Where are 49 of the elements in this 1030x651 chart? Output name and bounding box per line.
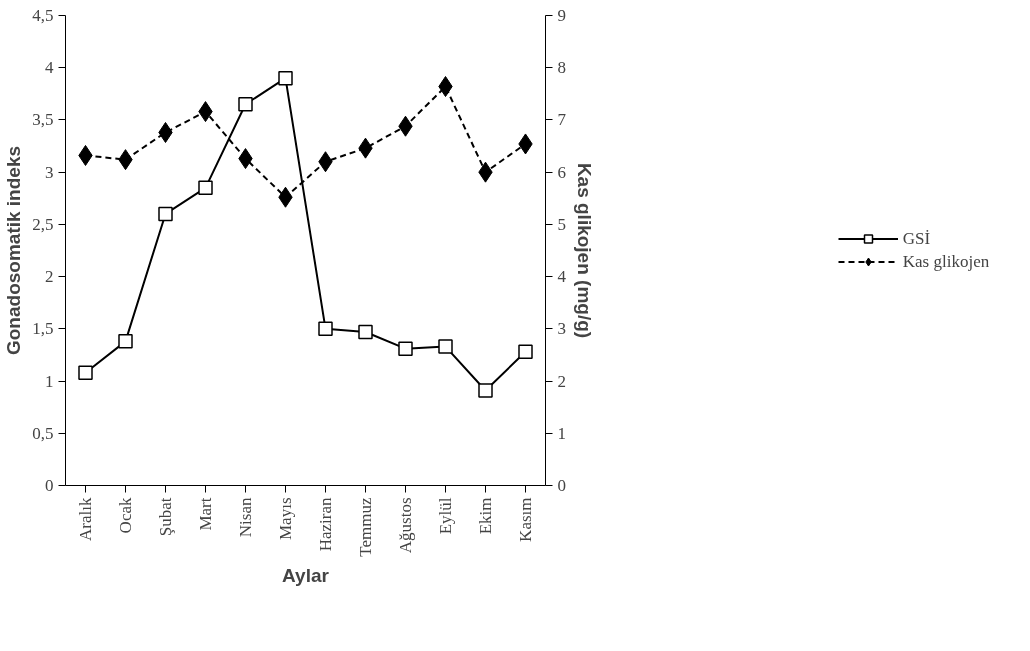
x-tick-label: Nisan <box>236 497 255 538</box>
x-tick-label: Haziran <box>316 497 335 552</box>
point <box>318 321 333 337</box>
x-tick-label: Kasım <box>516 497 535 542</box>
y-tick-label: 2 <box>45 267 54 287</box>
y-axis-title: Gonadosomatik indeks <box>3 145 25 356</box>
point <box>278 70 293 86</box>
y-tick-label: 3 <box>45 162 54 182</box>
point <box>518 344 533 360</box>
x-tick-label: Mayıs <box>276 497 295 540</box>
y-tick-label: 1 <box>45 371 54 391</box>
x-tick-label: Ocak <box>116 497 135 534</box>
y2-tick-label: 5 <box>557 214 566 234</box>
y-tick-label: 0,5 <box>32 423 54 443</box>
point <box>158 206 173 222</box>
point <box>78 365 93 380</box>
x-tick-label: Mart <box>196 497 215 531</box>
y2-tick-label: 1 <box>557 423 566 443</box>
y-tick-label: 4 <box>45 58 54 78</box>
x-tick-label: Aralık <box>76 497 95 541</box>
y2-tick-label: 8 <box>557 58 566 78</box>
y2-tick-label: 9 <box>557 6 566 25</box>
x-tick-label: Ekim <box>476 497 495 535</box>
x-tick-label: Eylül <box>436 497 455 535</box>
y-tick-label: 4,5 <box>32 6 54 25</box>
x-tick-label: Ağustos <box>396 497 415 554</box>
y-tick-label: 2,5 <box>32 214 54 234</box>
y-tick-label: 3,5 <box>32 110 54 130</box>
y2-axis-title: Kas glikojen (mg/g) <box>574 162 595 339</box>
y-tick-label: 1,5 <box>32 319 54 339</box>
y2-tick-label: 2 <box>557 371 566 391</box>
x-axis-title: Aylar <box>282 564 330 586</box>
legend-label: Kas glikojen <box>902 251 990 272</box>
point <box>478 383 493 398</box>
y-tick-label: 0 <box>45 476 54 495</box>
point <box>238 97 253 112</box>
y2-tick-label: 3 <box>557 319 566 339</box>
y2-tick-label: 7 <box>557 110 567 130</box>
y2-tick-label: 0 <box>557 476 566 495</box>
y2-tick-label: 4 <box>557 267 567 287</box>
point <box>398 341 413 356</box>
y2-tick-label: 6 <box>557 162 566 182</box>
point <box>198 180 213 196</box>
x-tick-label: Şubat <box>156 497 175 537</box>
legend-label: GSİ <box>902 228 931 249</box>
point <box>438 339 453 354</box>
point <box>118 334 133 349</box>
x-tick-label: Temmuz <box>356 497 375 557</box>
point <box>358 324 373 340</box>
